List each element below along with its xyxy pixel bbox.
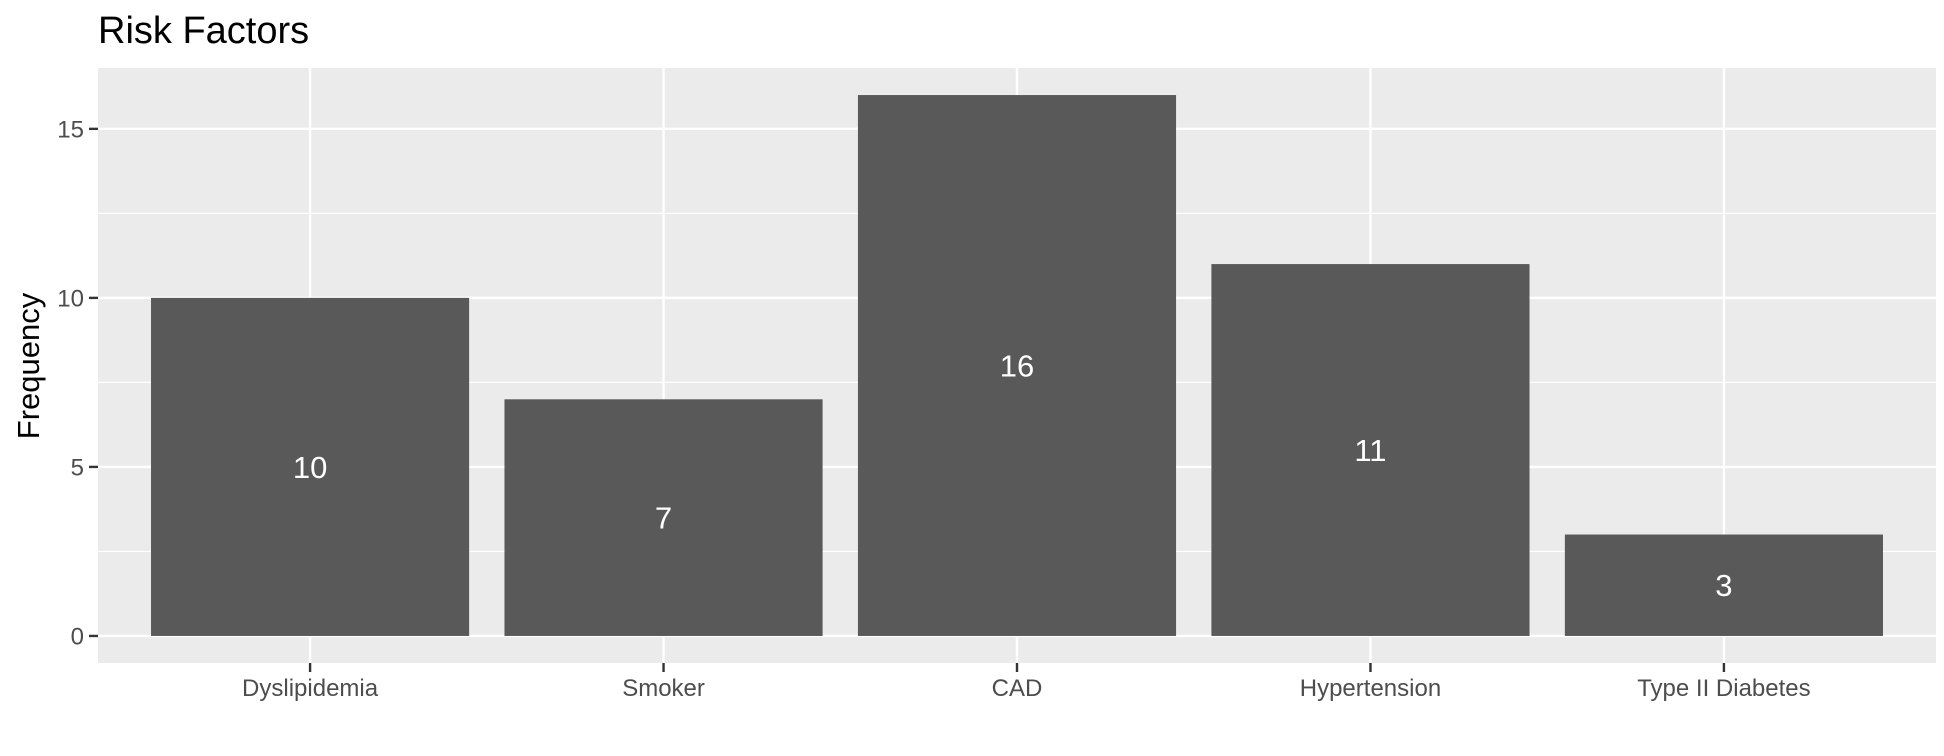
y-tick-label: 10 [57, 285, 84, 312]
bar [857, 95, 1177, 636]
bar-value-label: 10 [293, 450, 327, 485]
bar-value-labels: 10 7 16 11 3 [293, 349, 1733, 604]
y-axis-label: Frequency [11, 292, 46, 439]
chart-title: Risk Factors [98, 10, 309, 52]
bar [151, 297, 470, 636]
bar-value-label: 16 [1000, 349, 1034, 384]
y-tick-label: 5 [71, 454, 84, 481]
bar [504, 399, 823, 636]
y-tick-label: 0 [71, 623, 84, 650]
x-tick-label: Type II Diabetes [1637, 675, 1810, 702]
x-tick-label: Hypertension [1300, 675, 1441, 702]
y-tick-label: 15 [57, 116, 84, 143]
bar-value-label: 7 [655, 501, 672, 536]
bar [1564, 534, 1883, 636]
bar-value-label: 3 [1715, 568, 1732, 603]
x-tick-label: Dyslipidemia [242, 675, 379, 702]
x-tick-label: Smoker [622, 675, 705, 702]
x-axis: Dyslipidemia Smoker CAD Hypertension Type II… [242, 663, 1811, 702]
bar [1211, 264, 1530, 636]
bars [151, 95, 1883, 636]
bar-value-label: 11 [1354, 433, 1386, 468]
y-axis: 0 5 10 15 [57, 116, 98, 650]
x-tick-label: CAD [992, 675, 1043, 702]
